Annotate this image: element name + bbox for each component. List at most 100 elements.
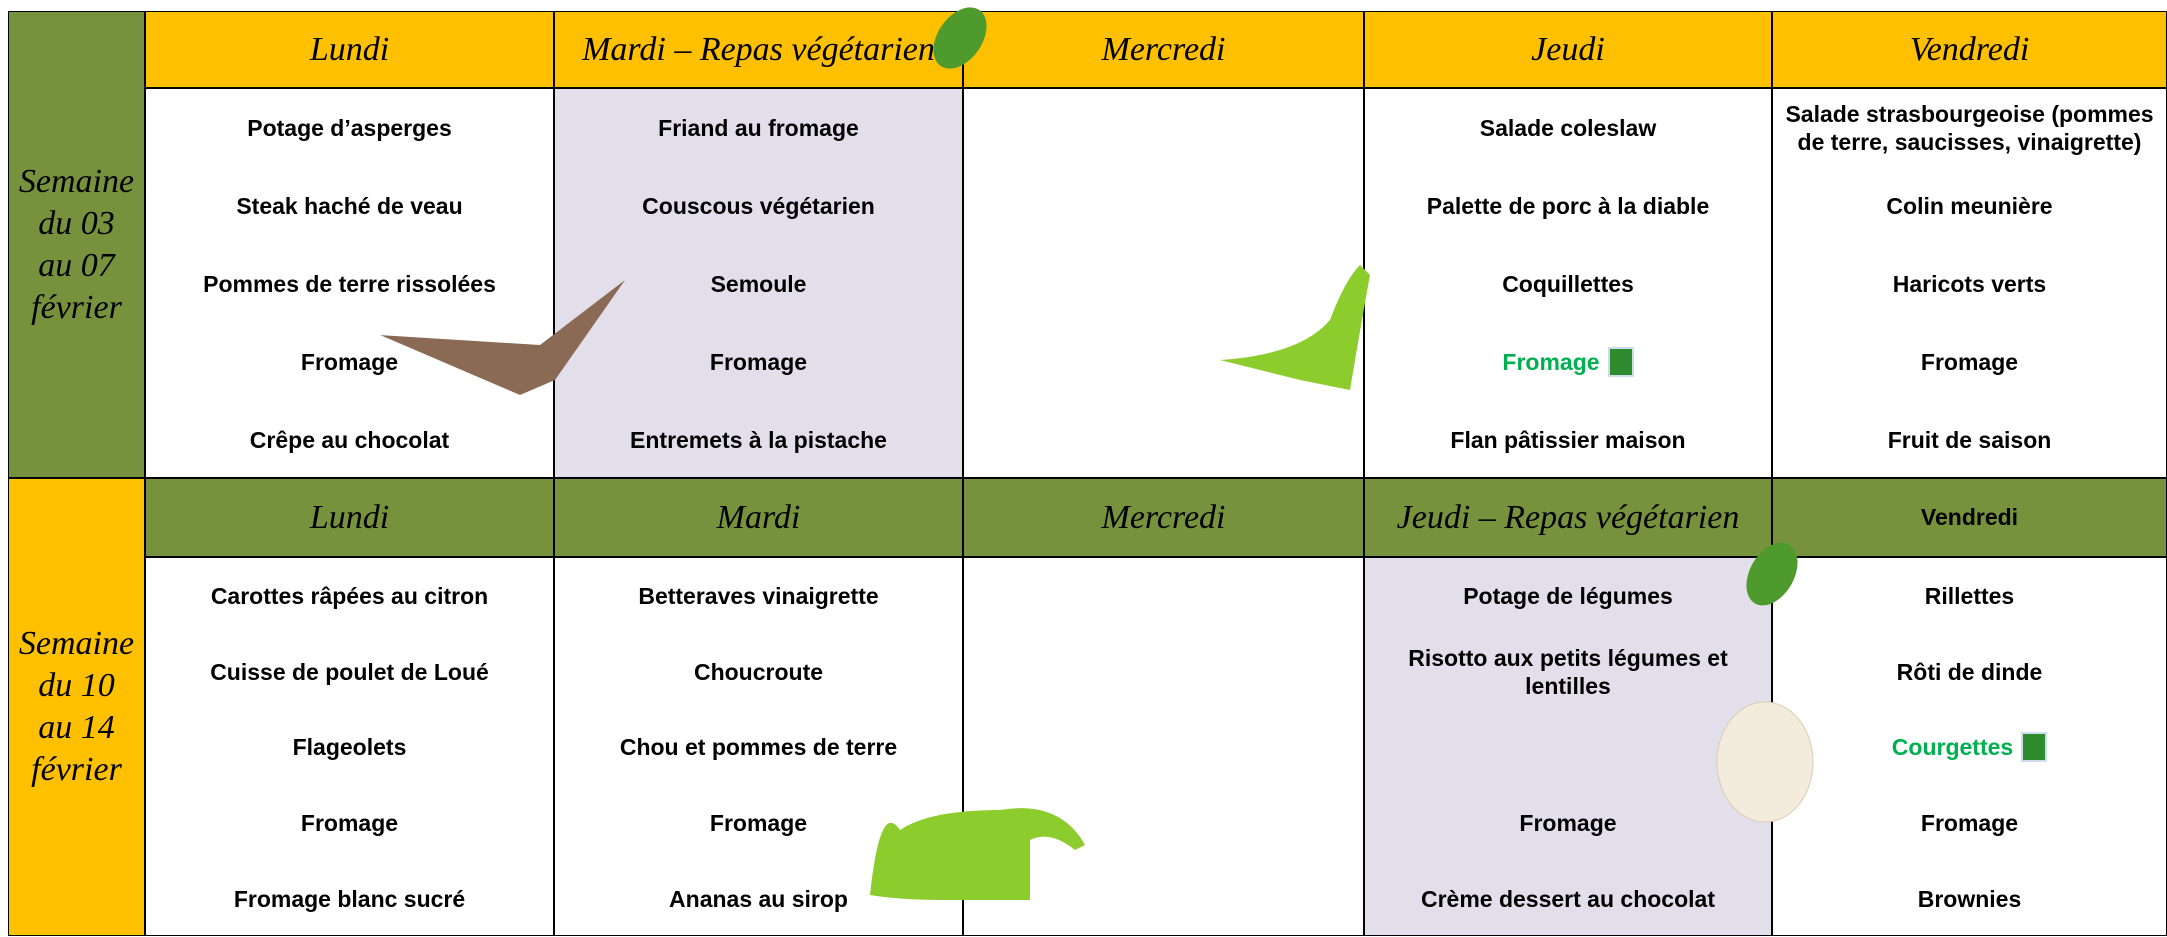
menu-item-text: Pommes de terre rissolées	[203, 271, 496, 297]
menu-item-text: Friand au fromage	[658, 115, 859, 141]
menu-item-text: Crème dessert au chocolat	[1420, 886, 1715, 913]
menu-item-text: Risotto aux petits légumes et lentilles	[1408, 644, 1728, 699]
day-menu: Salade strasbourgeoise (pommes de terre,…	[1772, 88, 2167, 478]
menu-item: Pommes de terre rissolées	[156, 245, 543, 323]
week-label-line: du 10	[38, 667, 115, 704]
menu-item: Fromage	[156, 323, 543, 401]
menu-item: Fromage	[1375, 323, 1761, 401]
day-menu: Betteraves vinaigrette Choucroute Chou et …	[554, 557, 963, 936]
menu-item: Fruit de saison	[1783, 401, 2156, 479]
menu-item: Entremets à la pistache	[565, 401, 952, 479]
menu-item-text: Salade coleslaw	[1479, 115, 1657, 141]
menu-item-text: Couscous végétarien	[642, 193, 875, 219]
menu-item: Fromage	[565, 323, 952, 401]
menu-item-text: Colin meunière	[1886, 193, 2053, 219]
menu-item-text: Ananas au sirop	[669, 886, 848, 913]
menu-item-text: Carottes râpées au citron	[210, 582, 489, 609]
menu-item-text: Fromage	[1502, 349, 1600, 375]
menu-item: Semoule	[565, 245, 952, 323]
day-menu: Potage de légumes Risotto aux petits légu…	[1364, 557, 1772, 936]
menu-item: Fromage	[156, 785, 543, 861]
menu-item-text: Fromage	[709, 349, 808, 375]
day-menu: Salade coleslaw Palette de porc à la diab…	[1364, 88, 1772, 478]
day-header: Mardi – Repas végétarien	[554, 11, 963, 88]
organic-logo	[2021, 732, 2048, 763]
day-header: Lundi	[145, 11, 554, 88]
menu-item: Potage d’asperges	[156, 89, 543, 167]
week-label-line: février	[31, 751, 122, 788]
menu-item: Fromage blanc sucré	[156, 861, 543, 937]
day-menu	[963, 557, 1364, 936]
menu-item-text: Fruit de saison	[1887, 427, 2052, 453]
menu-item: Fromage	[1375, 785, 1761, 861]
day-menu: Friand au fromage Couscous végétarien Semo…	[554, 88, 963, 478]
menu-item: Flageolets	[156, 710, 543, 786]
menu-item: Steak haché de veau	[156, 167, 543, 245]
organic-logo	[1607, 347, 1634, 377]
menu-item: Palette de porc à la diable	[1375, 167, 1761, 245]
menu-item-text: Steak haché de veau	[236, 193, 463, 219]
menu-item-text: Entremets à la pistache	[630, 427, 887, 453]
menu-item-text: Semoule	[710, 271, 807, 297]
menu-item-text: Coquillettes	[1502, 271, 1634, 297]
week-label-line: Semaine	[18, 625, 135, 662]
menu-item: Salade coleslaw	[1375, 89, 1761, 167]
menu-item-text: Brownies	[1917, 886, 2022, 913]
day-menu	[963, 88, 1364, 478]
menu-item: Rillettes	[1783, 558, 2156, 634]
menu-item-text: Palette de porc à la diable	[1426, 193, 1710, 219]
week-label: Semaine du 10 au 14 février	[8, 478, 145, 936]
menu-item: Cuisse de poulet de Loué	[156, 634, 543, 710]
day-header: Vendredi	[1772, 478, 2167, 557]
day-header: Mercredi	[963, 11, 1364, 88]
menu-item: Fromage	[1783, 323, 2156, 401]
menu-item: Carottes râpées au citron	[156, 558, 543, 634]
menu-item-text: Salade strasbourgeoise (pommes de terre,…	[1785, 101, 2154, 155]
menu-item-text: Courgettes	[1891, 734, 2014, 761]
menu-item-text: Flan pâtissier maison	[1450, 427, 1686, 453]
day-header: Vendredi	[1772, 11, 2167, 88]
menu-item-text: Potage de légumes	[1463, 582, 1673, 609]
menu-item: Coquillettes	[1375, 245, 1761, 323]
menu-item-text: Cuisse de poulet de Loué	[210, 658, 489, 685]
menu-item: Colin meunière	[1783, 167, 2156, 245]
menu-item: Betteraves vinaigrette	[565, 558, 952, 634]
menu-item: Potage de légumes	[1375, 558, 1761, 634]
menu-item-text: Fromage	[1920, 810, 2019, 837]
menu-item: Fromage	[565, 785, 952, 861]
menu-item: Rôti de dinde	[1783, 634, 2156, 710]
day-menu: Rillettes Rôti de dinde Courgettes Fromage B…	[1772, 557, 2167, 936]
menu-item-text: Fromage	[1920, 349, 2019, 375]
menu-item-text: Potage d’asperges	[247, 115, 452, 141]
day-header: Jeudi	[1364, 11, 1772, 88]
menu-item-text: Flageolets	[292, 734, 407, 761]
menu-item: Couscous végétarien	[565, 167, 952, 245]
day-menu: Potage d’asperges Steak haché de veau Pomm…	[145, 88, 554, 478]
menu-item: Courgettes	[1783, 710, 2156, 786]
menu-item: Friand au fromage	[565, 89, 952, 167]
menu-item-text: Crêpe au chocolat	[249, 427, 450, 453]
day-header: Jeudi – Repas végétarien	[1364, 478, 1772, 557]
menu-item: Fromage	[1783, 785, 2156, 861]
day-header: Mardi	[554, 478, 963, 557]
menu-item: Choucroute	[565, 634, 952, 710]
menu-item: Haricots verts	[1783, 245, 2156, 323]
day-menu: Carottes râpées au citron Cuisse de poule…	[145, 557, 554, 936]
menu-item: Salade strasbourgeoise (pommes de terre,…	[1783, 89, 2156, 167]
day-header: Mercredi	[963, 478, 1364, 557]
week-label-line: février	[31, 288, 122, 326]
menu-item: Ananas au sirop	[565, 861, 952, 937]
week-label: Semaine du 03 au 07 février	[8, 11, 145, 478]
menu-item-text: Fromage	[709, 810, 808, 837]
menu-item: Brownies	[1783, 861, 2156, 937]
menu-item-text: Betteraves vinaigrette	[638, 582, 879, 609]
menu-item-text: Fromage	[300, 349, 399, 375]
menu-item-text: Choucroute	[693, 658, 824, 685]
menu-item-text: Fromage blanc sucré	[233, 886, 466, 913]
menu-item: Crêpe au chocolat	[156, 401, 543, 479]
menu-item-text: Fromage	[1519, 810, 1617, 837]
week-label-line: au 07	[38, 246, 115, 284]
menu-item-text: Rillettes	[1924, 582, 2015, 609]
menu-item-text: Chou et pommes de terre	[619, 734, 898, 761]
